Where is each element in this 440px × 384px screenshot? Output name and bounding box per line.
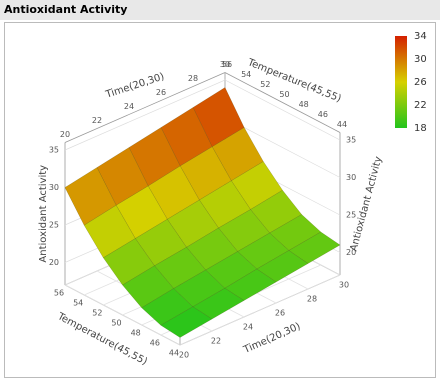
x-tick-label: 22 (92, 116, 102, 125)
x-tick-label: 28 (307, 295, 317, 304)
color-tick-label: 22 (414, 100, 427, 111)
x-tick-label: 24 (124, 102, 134, 111)
y-tick-label: 46 (318, 110, 328, 119)
color-tick-label: 34 (414, 31, 427, 42)
z-tick-label: 25 (49, 221, 59, 230)
title-bar (0, 0, 440, 20)
surface-patch (141, 288, 194, 326)
y-tick-label: 44 (169, 349, 179, 358)
color-bar (395, 36, 407, 128)
surface-patch (122, 265, 175, 309)
y-tick-label: 52 (260, 80, 270, 89)
z-tick-label: 35 (49, 146, 59, 155)
x-tick-label: 26 (275, 309, 285, 318)
y-tick-label: 56 (54, 289, 64, 298)
x-tick-label: 20 (60, 130, 70, 139)
y-tick-label: 50 (279, 90, 289, 99)
x-tick-label: 30 (220, 60, 230, 69)
grid-line (179, 274, 341, 346)
y-tick-label: 44 (337, 120, 347, 129)
z-tick-label: 30 (49, 183, 59, 192)
z-tick-label: 30 (346, 173, 356, 182)
grid-line (64, 79, 341, 151)
box-edge (224, 72, 341, 133)
y-tick-label: 50 (111, 319, 121, 328)
surface-patch (102, 238, 155, 286)
x-tick-label: 24 (243, 323, 253, 332)
x-tick-label: 20 (179, 351, 189, 360)
z-tick-label: 35 (346, 136, 356, 145)
x-tick-label: 22 (211, 337, 221, 346)
chart-title: Antioxidant Activity (4, 3, 127, 16)
surface-patch (160, 306, 213, 338)
y-tick-label: 54 (73, 299, 83, 308)
z-tick-label: 20 (346, 248, 356, 257)
y-tick-label: 54 (241, 70, 251, 79)
color-tick-label: 30 (414, 54, 427, 65)
color-tick-label: 18 (414, 123, 427, 134)
y-tick-label: 46 (150, 339, 160, 348)
y-tick-label: 48 (299, 100, 309, 109)
box-edge (64, 72, 226, 143)
x-tick-label: 30 (339, 281, 349, 290)
y-tick-label: 48 (131, 329, 141, 338)
axis-title: Antioxidant Activity (349, 155, 385, 252)
plot-frame (4, 22, 436, 378)
x-tick-label: 28 (188, 74, 198, 83)
y-tick-label: 52 (92, 309, 102, 318)
color-tick-label: 26 (414, 77, 427, 88)
y-tick-label: 56 (222, 60, 232, 69)
surface-patch (288, 231, 341, 264)
z-tick-label: 25 (346, 211, 356, 220)
x-tick-label: 26 (156, 88, 166, 97)
z-tick-label: 20 (49, 258, 59, 267)
axis-title: Antioxidant Activity (38, 165, 49, 263)
axis-title: Temperature(45,55) (55, 311, 149, 368)
